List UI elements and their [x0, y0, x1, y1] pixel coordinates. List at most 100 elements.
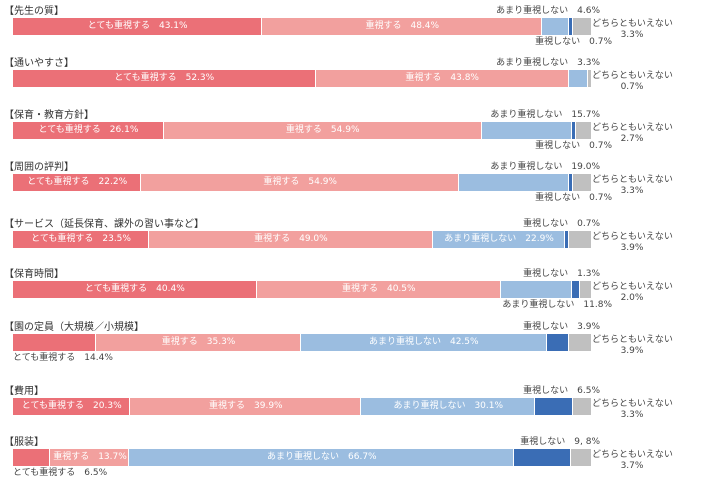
segment-label: 重視する 40.5% — [341, 284, 416, 294]
segment-label: 重視しない 9, 8% — [520, 437, 600, 447]
bar-segment — [13, 174, 142, 191]
bar-segment — [256, 281, 501, 298]
bar-segment — [13, 122, 164, 139]
bar-segment — [361, 398, 536, 415]
segment-label: あまり重視しない 11.8% — [502, 300, 612, 310]
bar-segment — [572, 122, 577, 139]
bar-segment — [315, 70, 569, 87]
segment-label-name: どちらともいえない — [592, 282, 673, 292]
segment-label-name: どちらともいえない — [592, 450, 673, 460]
segment-label: とても重視する 6.5% — [13, 468, 108, 478]
segment-label: 重視しない 1.3% — [523, 269, 600, 279]
segment-label: とても重視する 40.4% — [84, 284, 185, 294]
bar-segment — [130, 398, 362, 415]
segment-label: 重視しない 0.7% — [523, 219, 600, 229]
bar-segment — [458, 174, 569, 191]
row-title: 【先生の質】 — [4, 6, 64, 17]
segment-label: とても重視する 26.1% — [38, 125, 139, 135]
bar-segment — [13, 231, 150, 248]
row-title: 【園の定員（大規模／小規模】 — [4, 322, 144, 333]
bar-segment — [96, 334, 301, 351]
segment-label: とても重視する 52.3% — [114, 73, 215, 83]
row-title: 【周囲の評判】 — [4, 162, 74, 173]
segment-label: とても重視する 20.3% — [21, 401, 122, 411]
bar-segment — [572, 174, 592, 191]
segment-label: 0.7% — [620, 82, 644, 92]
bar-segment — [432, 231, 566, 248]
segment-label: 重視する 39.9% — [209, 401, 283, 411]
segment-label: とても重視する 22.2% — [27, 177, 128, 187]
row-title: 【保育時間】 — [4, 269, 64, 280]
segment-label-name: どちらともいえない — [592, 399, 673, 409]
bar-segment — [535, 398, 573, 415]
bar-segment — [565, 231, 570, 248]
segment-label: とても重視する 14.4% — [13, 353, 113, 363]
bar-segment — [514, 449, 571, 466]
segment-label: 3.7% — [620, 461, 644, 471]
segment-label: 重視しない 0.7% — [535, 141, 612, 151]
segment-label: 重視しない 3.9% — [523, 322, 600, 332]
row-title: 【通いやすさ】 — [4, 58, 74, 69]
bar-segment — [572, 398, 592, 415]
segment-label-name: どちらともいえない — [592, 232, 673, 242]
segment-label: 3.3% — [620, 410, 644, 420]
bar-segment — [500, 281, 573, 298]
bar-segment — [579, 281, 592, 298]
bar-segment — [13, 18, 263, 35]
bar-segment — [569, 334, 592, 351]
segment-label: とても重視する 23.5% — [31, 234, 131, 244]
row-title: 【サービス（延長保育、課外の習い事など】 — [4, 219, 204, 230]
segment-label: 3.9% — [620, 243, 644, 253]
segment-label: あまり重視しない 3.3% — [496, 58, 600, 68]
bar-segment — [546, 334, 570, 351]
segment-label-name: どちらともいえない — [592, 71, 673, 81]
bar-segment — [576, 122, 592, 139]
bar-segment — [568, 174, 573, 191]
bar-segment — [568, 70, 588, 87]
segment-label: 3.9% — [620, 346, 644, 356]
bar-segment — [568, 18, 573, 35]
segment-label: 2.7% — [620, 134, 644, 144]
bar-segment — [587, 70, 592, 87]
segment-label-name: どちらともいえない — [592, 123, 673, 133]
segment-label: 3.3% — [620, 30, 644, 40]
bar-segment — [141, 174, 459, 191]
segment-label: 3.3% — [620, 186, 644, 196]
bar-segment — [481, 122, 573, 139]
segment-label: 重視する 54.9% — [263, 177, 337, 187]
bar-segment — [149, 231, 433, 248]
bar-segment — [13, 70, 316, 87]
bar-segment — [572, 18, 592, 35]
segment-label: とても重視する 43.1% — [87, 21, 188, 31]
bar-segment — [542, 18, 569, 35]
row-title: 【保育・教育方針】 — [4, 110, 94, 121]
bar-segment — [570, 449, 592, 466]
segment-label: 重視する 43.8% — [405, 73, 479, 83]
bar-segment — [163, 122, 482, 139]
bar-segment — [13, 398, 131, 415]
bar-segment — [569, 231, 592, 248]
segment-label: 重視しない 0.7% — [535, 193, 612, 203]
bar-segment — [300, 334, 547, 351]
bar-segment — [262, 18, 543, 35]
segment-label-name: どちらともいえない — [592, 335, 673, 345]
segment-label: あまり重視しない 22.9% — [444, 234, 554, 244]
segment-label: 重視する 48.4% — [365, 21, 440, 31]
segment-label: 重視しない 0.7% — [535, 37, 612, 47]
bar-segment — [129, 449, 515, 466]
segment-label: 重視する 35.3% — [161, 337, 236, 347]
row-title: 【服装】 — [4, 437, 44, 448]
segment-label-name: どちらともいえない — [592, 175, 673, 185]
segment-label: あまり重視しない 66.7% — [267, 452, 377, 462]
segment-label: あまり重視しない 4.6% — [496, 6, 600, 16]
row-title: 【費用】 — [4, 386, 44, 397]
bar-segment — [13, 449, 51, 466]
segment-label: 重視しない 6.5% — [523, 386, 600, 396]
segment-label: あまり重視しない 42.5% — [368, 337, 479, 347]
segment-label: あまり重視しない 19.0% — [490, 162, 600, 172]
bar-segment — [572, 281, 580, 298]
bar-segment — [13, 281, 257, 298]
segment-label: 2.0% — [620, 293, 644, 303]
segment-label-name: どちらともいえない — [592, 19, 673, 29]
